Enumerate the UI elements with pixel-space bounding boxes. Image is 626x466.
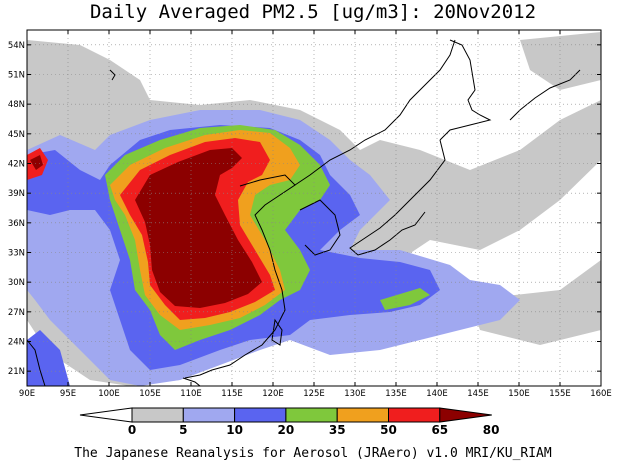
coastlines	[27, 39, 581, 386]
colorbar-label: 10	[226, 423, 243, 437]
y-tick-label: 39N	[8, 189, 25, 199]
x-tick-label: 135E	[385, 389, 407, 399]
x-tick-label: 130E	[344, 389, 366, 399]
colorbar-segment	[285, 407, 338, 423]
y-tick-label: 42N	[8, 160, 25, 170]
x-tick-label: 90E	[19, 389, 35, 399]
colorbar-label: 50	[380, 423, 397, 437]
colorbar: 0 5 10 20 35 50 65 80	[79, 407, 500, 437]
colorbar-segment	[234, 407, 287, 423]
colorbar-segment	[388, 407, 441, 423]
y-tick-label: 24N	[8, 338, 25, 348]
x-axis: 90E 95E 100E 105E 110E 115E 120E 125E 130E 135E 14…	[19, 30, 612, 399]
colorbar-segment	[131, 407, 184, 423]
y-tick-label: 33N	[8, 249, 25, 259]
x-tick-label: 160E	[590, 389, 612, 399]
x-tick-label: 145E	[467, 389, 489, 399]
y-tick-label: 36N	[8, 219, 25, 229]
credit-line: The Japanese Reanalysis for Aerosol (JRA…	[74, 446, 552, 461]
x-tick-label: 125E	[303, 389, 325, 399]
colorbar-label: 65	[431, 423, 448, 437]
y-tick-label: 27N	[8, 308, 25, 318]
y-axis: 21N 24N 27N 30N 33N 36N 39N 42N 45N 48N 51N 54N	[8, 41, 601, 377]
map-title: Daily Averaged PM2.5 [ug/m3]: 20Nov2012	[89, 1, 537, 23]
x-tick-label: 95E	[60, 389, 76, 399]
x-tick-label: 120E	[262, 389, 284, 399]
x-tick-label: 140E	[426, 389, 448, 399]
y-tick-label: 51N	[8, 71, 25, 81]
colorbar-max-arrow	[439, 407, 492, 423]
colorbar-label: 35	[329, 423, 346, 437]
colorbar-min-arrow	[79, 407, 133, 423]
grid	[27, 30, 601, 386]
y-tick-label: 21N	[8, 367, 25, 377]
y-tick-label: 45N	[8, 130, 25, 140]
x-tick-label: 105E	[139, 389, 161, 399]
y-tick-label: 54N	[8, 41, 25, 51]
contour-35-50-east	[380, 288, 430, 310]
x-tick-label: 150E	[508, 389, 530, 399]
contour-20-35-south	[27, 330, 70, 386]
contour-above-80	[135, 148, 262, 308]
colorbar-label: 5	[179, 423, 187, 437]
colorbar-label: 0	[128, 423, 136, 437]
colorbar-label: 20	[278, 423, 295, 437]
x-tick-label: 100E	[98, 389, 120, 399]
x-tick-label: 115E	[221, 389, 243, 399]
x-tick-label: 110E	[180, 389, 202, 399]
y-tick-label: 48N	[8, 100, 25, 110]
colorbar-label: 80	[483, 423, 500, 437]
contour-above-80-west	[30, 155, 43, 170]
concentration-field	[27, 32, 601, 386]
contour-5-10-north	[520, 32, 601, 90]
y-tick-label: 30N	[8, 278, 25, 288]
contour-5-10-east	[470, 260, 601, 345]
colorbar-segment	[336, 407, 390, 423]
colorbar-segment	[182, 407, 236, 423]
x-tick-label: 155E	[549, 389, 571, 399]
